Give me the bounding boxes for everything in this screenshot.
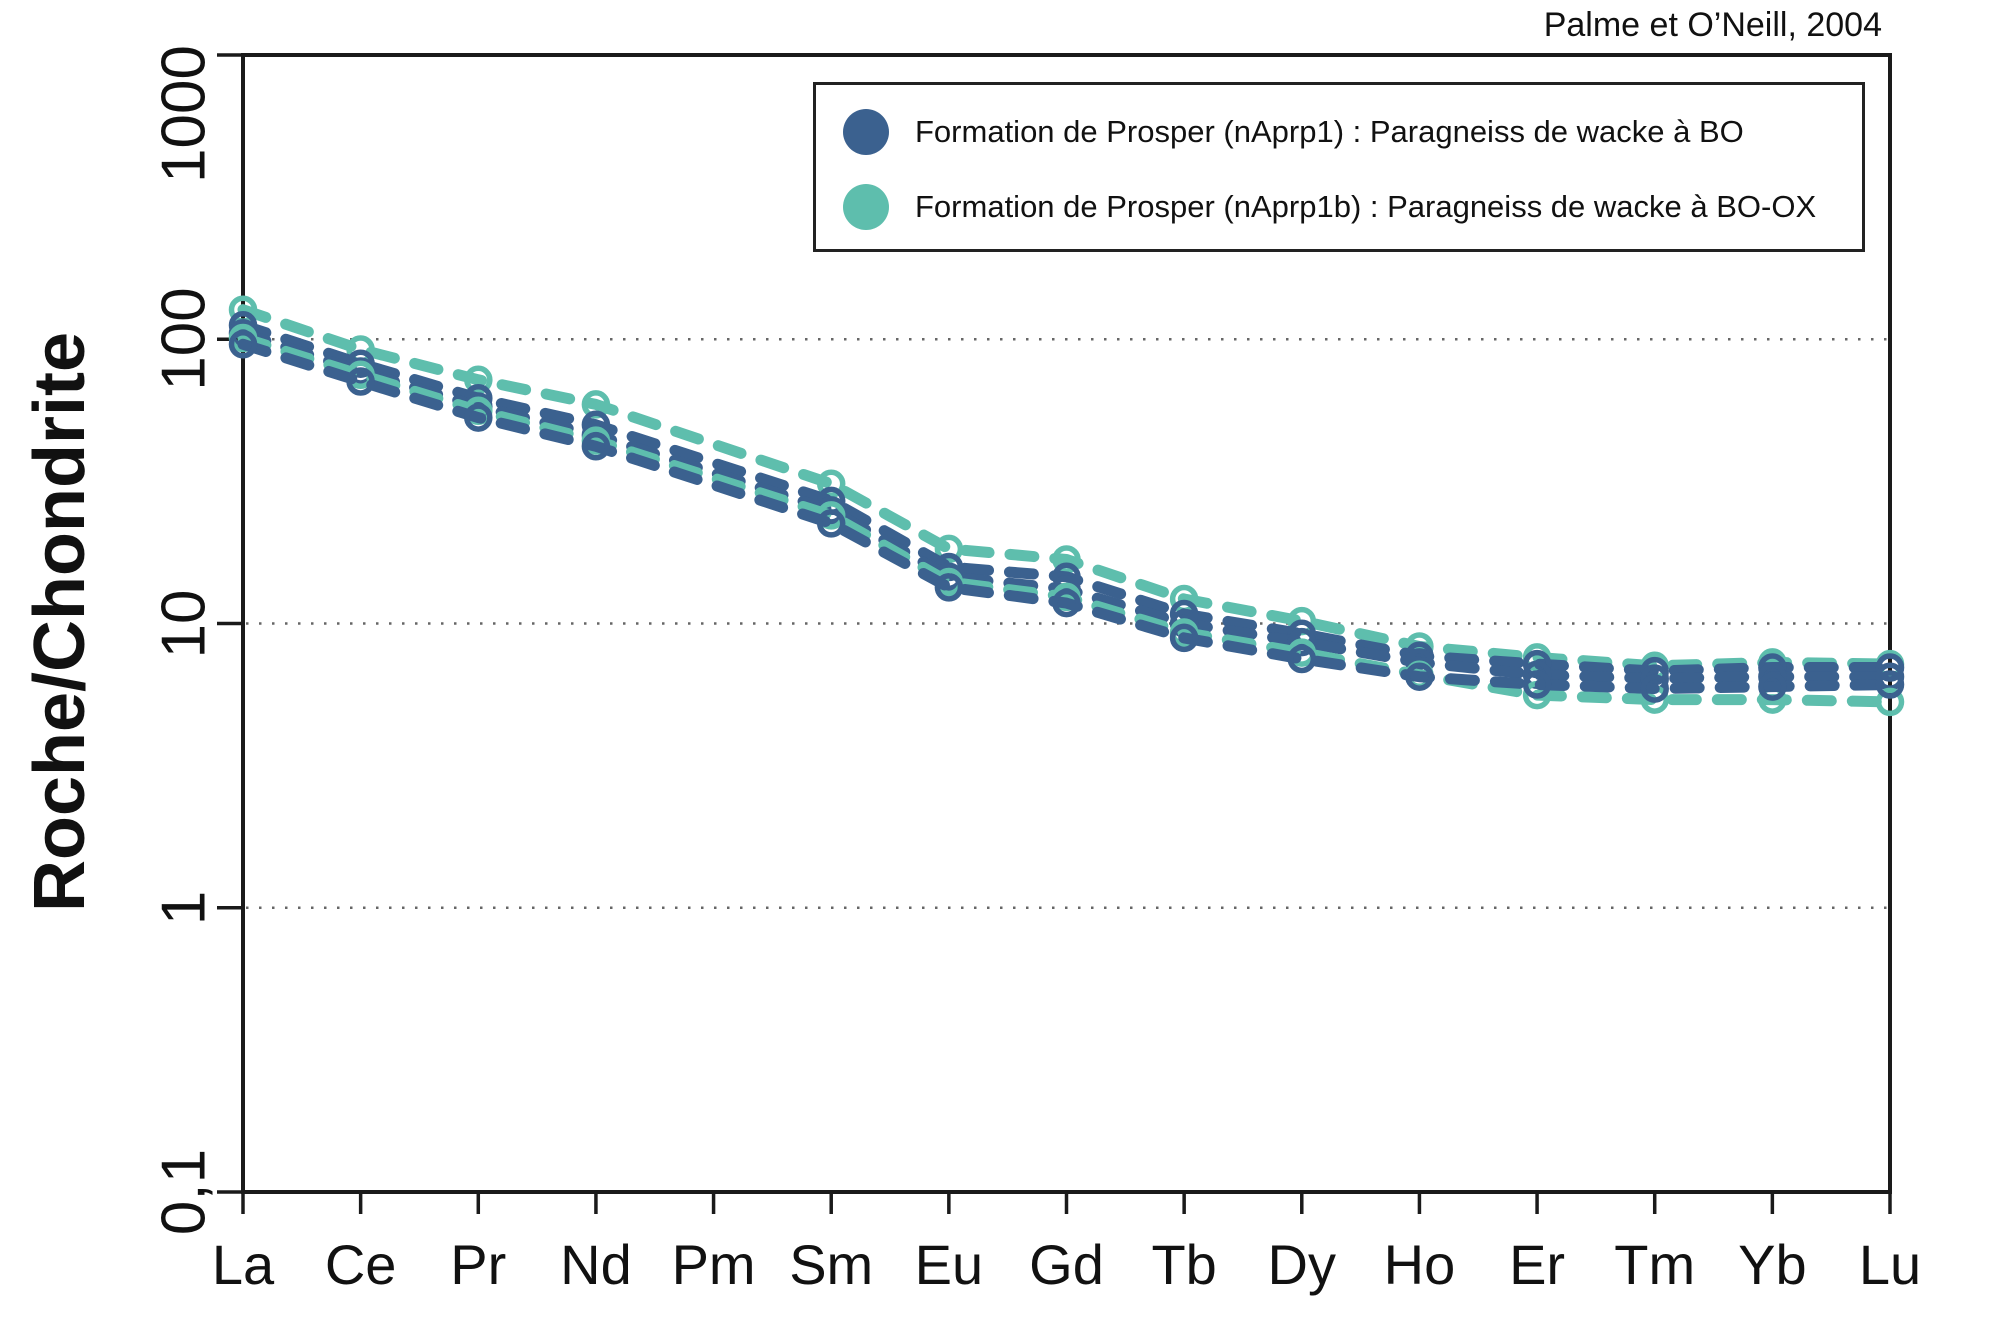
chart-attribution: Palme et O’Neill, 2004	[1543, 6, 1882, 44]
legend-item-naprp1: Formation de Prosper (nAprp1) : Paragnei…	[816, 107, 1862, 157]
legend-label: Formation de Prosper (nAprp1b) : Paragne…	[915, 189, 1817, 224]
series-line-nAprp1	[237, 319, 1896, 677]
data-point-marker	[1287, 644, 1317, 674]
y-tick-label-1: 1	[149, 890, 219, 925]
data-point-marker	[1522, 670, 1552, 699]
data-point-marker	[346, 367, 375, 396]
data-point-marker	[934, 573, 964, 602]
data-point-marker	[1052, 545, 1081, 574]
legend-box: Formation de Prosper (nAprp1) : Paragnei…	[813, 82, 1865, 252]
data-point-marker	[464, 365, 493, 395]
y-tick-label-1000: 1000	[149, 45, 219, 183]
x-label-Pr: Pr	[450, 1233, 507, 1296]
data-point-marker	[581, 432, 611, 461]
data-point-marker	[228, 330, 258, 359]
x-label-Yb: Yb	[1738, 1233, 1807, 1296]
x-label-Dy: Dy	[1267, 1233, 1337, 1296]
series-line-nAprp1b	[237, 332, 1896, 708]
data-point-marker	[816, 509, 846, 538]
data-point-marker	[1640, 674, 1669, 703]
series-line-nAprp1	[237, 327, 1896, 685]
data-point-marker	[464, 403, 493, 432]
y-tick-label-0p1: 0,1	[149, 1148, 219, 1236]
legend-label: Formation de Prosper (nAprp1) : Paragnei…	[915, 114, 1744, 149]
x-label-Ce: Ce	[324, 1233, 397, 1296]
teal-circle-icon	[843, 184, 889, 230]
x-label-Tb: Tb	[1151, 1233, 1217, 1296]
data-point-marker	[1287, 627, 1317, 657]
y-axis-title: Roche/Chondrite	[20, 331, 100, 913]
data-point-marker	[1875, 670, 1905, 699]
x-label-Lu: Lu	[1858, 1233, 1922, 1296]
data-point-marker	[934, 534, 964, 564]
x-label-Er: Er	[1509, 1233, 1566, 1296]
series-line-nAprp1	[237, 338, 1896, 695]
data-point-marker	[1405, 662, 1434, 691]
legend-item-naprp1b: Formation de Prosper (nAprp1b) : Paragne…	[816, 182, 1862, 232]
series-line-nAprp1b	[237, 304, 1896, 672]
x-label-Sm: Sm	[789, 1233, 874, 1296]
data-point-marker	[1052, 588, 1081, 618]
data-point-marker	[1875, 653, 1905, 682]
data-point-marker	[1169, 623, 1199, 653]
x-label-Nd: Nd	[560, 1233, 632, 1296]
x-label-Tm: Tm	[1614, 1233, 1696, 1296]
y-tick-label-10: 10	[149, 589, 219, 658]
data-point-marker	[1758, 672, 1787, 701]
x-label-Eu: Eu	[914, 1233, 984, 1296]
data-point-marker	[1875, 687, 1905, 717]
data-point-marker	[816, 469, 846, 499]
x-label-Ho: Ho	[1383, 1233, 1456, 1296]
x-label-Gd: Gd	[1029, 1233, 1104, 1296]
x-label-Pm: Pm	[671, 1233, 756, 1296]
x-label-La: La	[211, 1233, 275, 1296]
y-tick-label-100: 100	[149, 287, 219, 391]
blue-circle-icon	[843, 109, 889, 155]
